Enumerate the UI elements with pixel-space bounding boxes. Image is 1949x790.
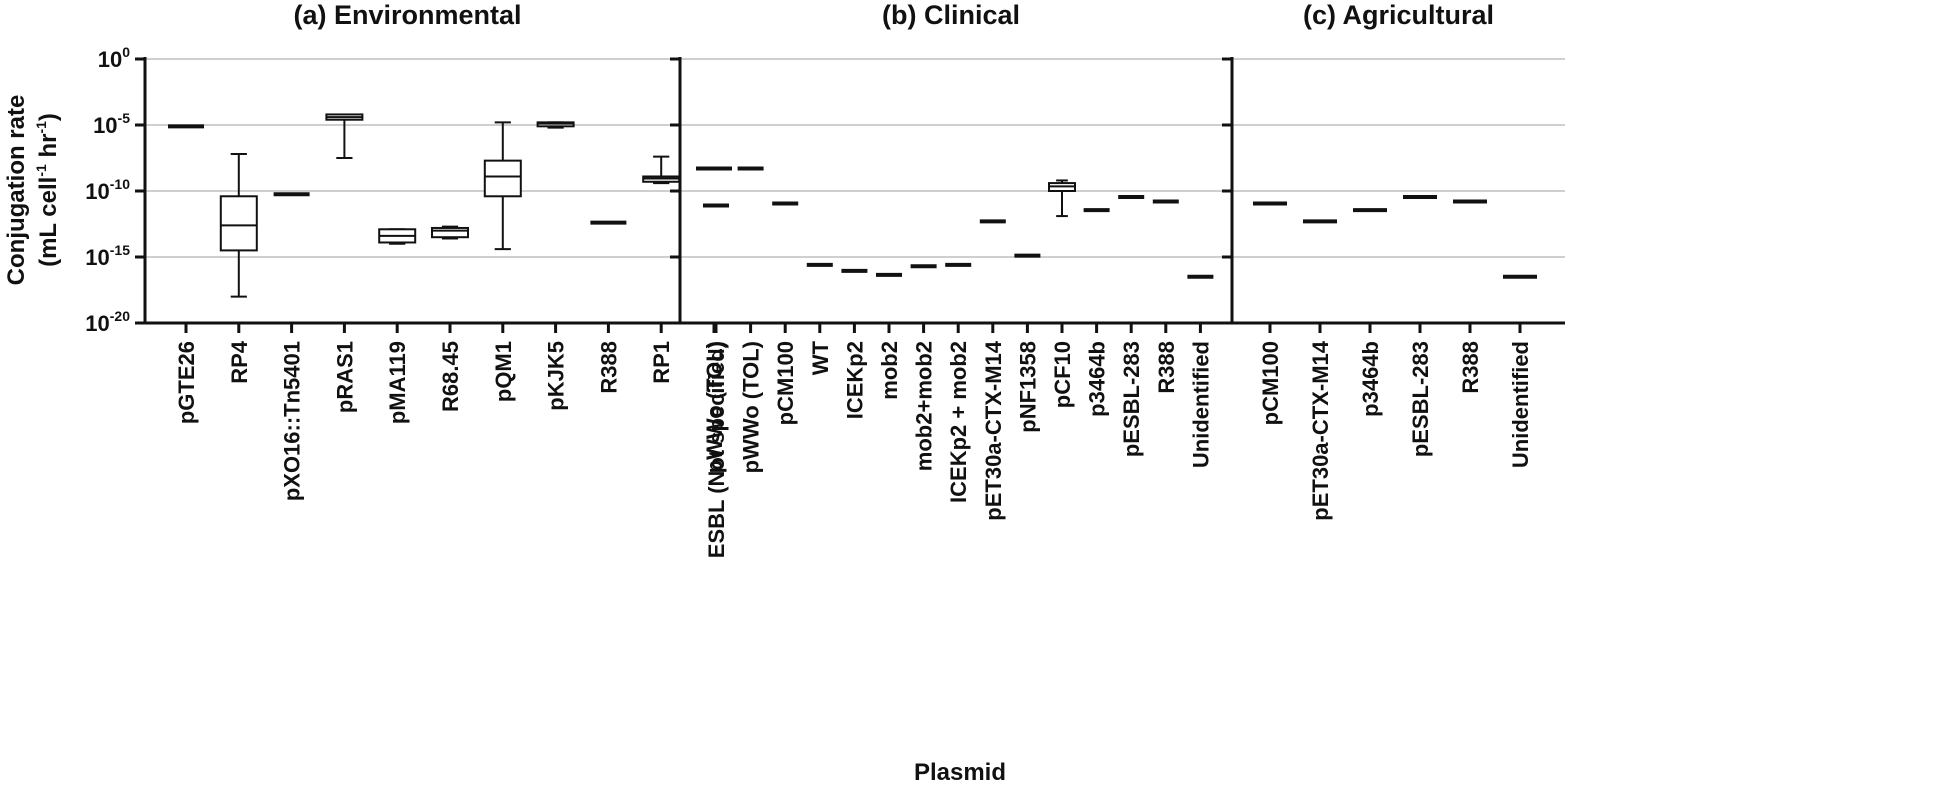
category-label-1-10: pCF10 (1050, 341, 1075, 408)
panel-title-0: (a) Environmental (293, 0, 521, 30)
category-label-0-4: pMA119 (385, 341, 410, 424)
y-axis-label-line2: (mL cell-1 hr-1) (33, 113, 62, 267)
y-tick-base: 10 (85, 179, 109, 204)
panel-title-1: (b) Clinical (882, 0, 1020, 30)
category-label-1-9: pNF1358 (1015, 341, 1040, 433)
boxplot-1-10 (1048, 179, 1076, 218)
boxplot-0-5 (431, 225, 469, 240)
y-tick-label-0: 100 (98, 44, 130, 72)
category-label-0-1: RP4 (227, 340, 252, 384)
boxplot-0-9 (642, 155, 681, 185)
y-tick-base: 10 (98, 47, 122, 72)
y-axis-label-close: ) (35, 113, 62, 121)
category-label-1-3: WT (808, 340, 833, 375)
category-label-0-2: pXO16::Tn5401 (280, 341, 305, 501)
y-tick-base: 10 (85, 245, 109, 270)
category-label-1-13: R388 (1154, 341, 1179, 394)
y-axis-label-exp-b: -1 (33, 121, 49, 134)
category-label-0-9: RP1 (649, 341, 674, 384)
boxplot-0-1 (219, 153, 258, 298)
category-label-2-1: pET30a-CTX-M14 (1308, 340, 1333, 520)
y-tick-exponent: -20 (110, 308, 130, 324)
category-label-1-12: pESBL-283 (1119, 341, 1144, 457)
category-label-1-6: mob2+mob2 (912, 341, 937, 471)
x-axis-label: Plasmid (914, 759, 1006, 786)
category-label-0-0: pGTE26 (174, 341, 199, 424)
category-label-1-11: p3464b (1085, 341, 1110, 417)
chart-text: Conjugation rate (mL cell-1 hr-1) Plasmi… (3, 0, 1533, 786)
box-marks (168, 113, 1537, 298)
y-tick-label-2: 10-10 (85, 176, 130, 204)
category-label-2-3: pESBL-283 (1408, 341, 1433, 457)
boxplot-0-6 (483, 121, 522, 251)
axes (135, 57, 1565, 333)
category-label-0-3: pRAS1 (332, 341, 357, 413)
category-label-2-2: p3464b (1358, 341, 1383, 417)
iqr-box (483, 159, 522, 198)
category-label-1-14: Unidentified (1188, 341, 1213, 468)
category-label-0-7: pKJK5 (544, 341, 569, 411)
y-tick-exponent: -10 (110, 176, 130, 192)
y-tick-label-3: 10-15 (85, 242, 130, 270)
category-label-0-8: R388 (596, 341, 621, 394)
category-label-0-5: R68.45 (438, 341, 463, 412)
y-tick-label-4: 10-20 (85, 308, 130, 336)
category-label-1-5: mob2 (877, 341, 902, 400)
y-tick-exponent: -5 (118, 110, 131, 126)
category-label-0-6: pQM1 (491, 341, 516, 402)
category-label-0-10: pWWo (TOL) (702, 341, 727, 473)
gridlines (145, 58, 1565, 258)
category-label-2-0: pCM100 (1258, 341, 1283, 425)
iqr-box (431, 226, 469, 239)
y-axis-label-line1: Conjugation rate (3, 95, 30, 286)
category-label-1-8: pET30a-CTX-M14 (981, 340, 1006, 520)
y-axis-label-exp-a: -1 (33, 164, 49, 177)
y-axis-label-unit-b: hr (35, 134, 62, 165)
y-tick-base: 10 (93, 113, 117, 138)
category-label-2-5: Unidentified (1508, 341, 1533, 468)
boxplot-0-7 (536, 121, 575, 129)
boxplot-0-4 (378, 228, 417, 245)
boxplot-0-3 (325, 113, 364, 159)
category-label-1-2: pCM100 (773, 341, 798, 425)
category-label-1-1: pWWo (TOL) (739, 341, 764, 473)
iqr-box (219, 195, 258, 252)
y-tick-label-1: 10-5 (93, 110, 130, 138)
panel-title-2: (c) Agricultural (1303, 0, 1494, 30)
y-tick-exponent: -15 (110, 242, 130, 258)
category-label-1-0: ESBL (Not specified) (704, 341, 729, 558)
category-label-1-4: ICEKp2 (842, 341, 867, 419)
y-tick-exponent: 0 (122, 44, 130, 60)
category-label-1-7: ICEKp2 + mob2 (946, 341, 971, 503)
y-axis-label-unit-a: (mL cell (35, 177, 62, 267)
category-label-2-4: R388 (1458, 341, 1483, 394)
y-tick-base: 10 (85, 311, 109, 336)
